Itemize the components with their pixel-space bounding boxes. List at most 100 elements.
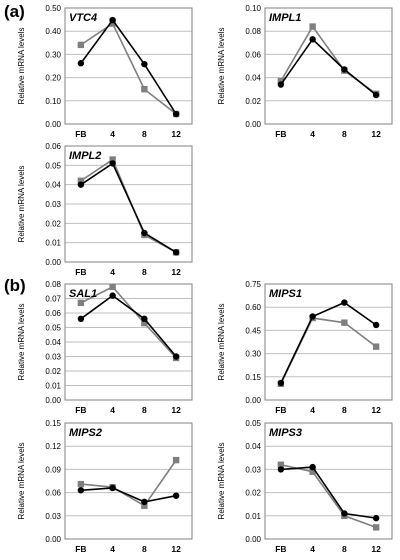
y-tick-label: 0.00 bbox=[245, 120, 261, 129]
chart-impl2: 0.00 0.01 0.02 0.03 0.04 0.05 0.06 FB 4 8 12 Relati… bbox=[17, 142, 193, 277]
data-point bbox=[141, 319, 148, 327]
series-line bbox=[280, 301, 377, 384]
data-point bbox=[141, 86, 148, 93]
chart-sal1: 0.00 0.01 0.02 0.03 0.04 0.05 0.06 0.07 0.08 FB 4 8… bbox=[17, 280, 193, 415]
x-tick-label: 8 bbox=[342, 405, 347, 415]
y-tick-label: 0.06 bbox=[45, 142, 61, 151]
y-tick-label: 0.15 bbox=[45, 419, 61, 428]
plot-frame bbox=[64, 145, 193, 263]
y-tick-label: 0.04 bbox=[245, 74, 261, 83]
data-point bbox=[372, 91, 380, 99]
series-line bbox=[80, 294, 177, 358]
y-tick-label: 0.12 bbox=[45, 442, 61, 451]
data-point bbox=[277, 466, 285, 473]
data-point bbox=[172, 353, 180, 360]
data-point bbox=[341, 66, 348, 73]
x-tick-label: FB bbox=[275, 129, 286, 139]
data-point bbox=[141, 229, 148, 237]
data-point bbox=[172, 492, 180, 499]
y-axis-label: Relative mRNA levels bbox=[17, 28, 26, 105]
data-point bbox=[172, 249, 180, 256]
y-tick-label: 0.05 bbox=[245, 419, 261, 428]
x-tick-label: FB bbox=[75, 267, 86, 277]
data-point bbox=[109, 283, 116, 291]
y-tick-label: 0.07 bbox=[45, 295, 61, 304]
x-tick-label: FB bbox=[275, 405, 286, 415]
y-tick-label: 0.00 bbox=[45, 258, 61, 267]
data-point bbox=[109, 20, 116, 27]
data-point bbox=[309, 23, 316, 30]
data-point bbox=[277, 81, 285, 88]
y-tick-label: 0.40 bbox=[45, 27, 61, 36]
data-point bbox=[372, 514, 380, 522]
data-point bbox=[309, 468, 316, 475]
chart-mips1: 0.00 0.15 0.30 0.45 0.60 0.75 FB 4 8 12 Relative m… bbox=[217, 280, 393, 415]
data-point bbox=[109, 156, 116, 163]
data-point bbox=[341, 510, 348, 517]
data-point bbox=[309, 463, 316, 471]
plot-frame bbox=[264, 422, 393, 540]
chart-mips3: 0.00 0.01 0.02 0.03 0.04 0.05 FB 4 8 12 Relative m… bbox=[217, 419, 393, 554]
data-point bbox=[77, 41, 85, 49]
x-tick-label: 4 bbox=[110, 405, 115, 415]
y-tick-label: 0.06 bbox=[45, 489, 61, 498]
chart-title: VTC4 bbox=[69, 12, 97, 24]
x-tick-label: 8 bbox=[142, 405, 147, 415]
plot-frame bbox=[264, 7, 393, 125]
data-point bbox=[372, 321, 380, 329]
data-point bbox=[109, 484, 116, 492]
series-line bbox=[80, 285, 177, 359]
x-tick-label: FB bbox=[275, 544, 286, 554]
y-axis-label: Relative mRNA levels bbox=[217, 443, 226, 520]
x-tick-label: 4 bbox=[310, 129, 315, 139]
y-tick-label: 0.04 bbox=[45, 338, 61, 347]
data-point bbox=[77, 299, 85, 307]
data-point bbox=[277, 461, 285, 468]
data-point bbox=[172, 110, 180, 118]
chart-title: IMPL1 bbox=[269, 12, 301, 24]
x-tick-label: 8 bbox=[142, 129, 147, 139]
chart-vtc4: 0.00 0.10 0.20 0.30 0.40 0.50 FB 4 8 12 Relative m… bbox=[17, 4, 193, 139]
y-tick-label: 0.03 bbox=[245, 465, 261, 474]
chart-title: SAL1 bbox=[69, 288, 97, 300]
x-tick-label: 12 bbox=[171, 405, 181, 415]
series-line bbox=[80, 487, 177, 503]
y-tick-label: 0.06 bbox=[45, 309, 61, 318]
y-tick-label: 0.01 bbox=[45, 382, 61, 391]
data-point bbox=[77, 177, 85, 184]
y-axis-label: Relative mRNA levels bbox=[17, 443, 26, 520]
data-point bbox=[172, 456, 180, 464]
y-tick-label: 0.02 bbox=[245, 489, 261, 498]
series-line bbox=[80, 459, 177, 507]
y-axis-label: Relative mRNA levels bbox=[217, 304, 226, 381]
y-tick-label: 0.60 bbox=[245, 303, 261, 312]
plot-frame bbox=[64, 422, 193, 540]
data-point bbox=[372, 524, 380, 531]
series-line bbox=[280, 38, 377, 96]
data-point bbox=[109, 16, 116, 24]
y-tick-label: 0.00 bbox=[45, 120, 61, 129]
y-tick-label: 0.05 bbox=[45, 161, 61, 170]
x-tick-label: 8 bbox=[142, 267, 147, 277]
data-point bbox=[109, 160, 116, 167]
data-point bbox=[309, 313, 316, 320]
y-tick-label: 0.00 bbox=[45, 535, 61, 544]
y-tick-label: 0.05 bbox=[45, 324, 61, 333]
y-axis-label: Relative mRNA levels bbox=[17, 166, 26, 243]
data-point bbox=[141, 315, 148, 322]
y-tick-label: 0.75 bbox=[245, 280, 261, 289]
y-tick-label: 0.02 bbox=[245, 97, 261, 106]
plot-frame bbox=[64, 7, 193, 125]
data-point bbox=[309, 36, 316, 43]
y-tick-label: 0.02 bbox=[45, 367, 61, 376]
y-tick-label: 0.20 bbox=[45, 74, 61, 83]
data-point bbox=[77, 315, 85, 322]
x-tick-label: 12 bbox=[171, 267, 181, 277]
x-tick-label: 8 bbox=[342, 129, 347, 139]
y-tick-label: 0.08 bbox=[245, 27, 261, 36]
x-tick-label: 4 bbox=[110, 544, 115, 554]
panel-label-a: (a) bbox=[4, 2, 25, 21]
data-point bbox=[77, 487, 85, 494]
series-line bbox=[280, 466, 377, 519]
y-tick-label: 0.02 bbox=[45, 219, 61, 228]
